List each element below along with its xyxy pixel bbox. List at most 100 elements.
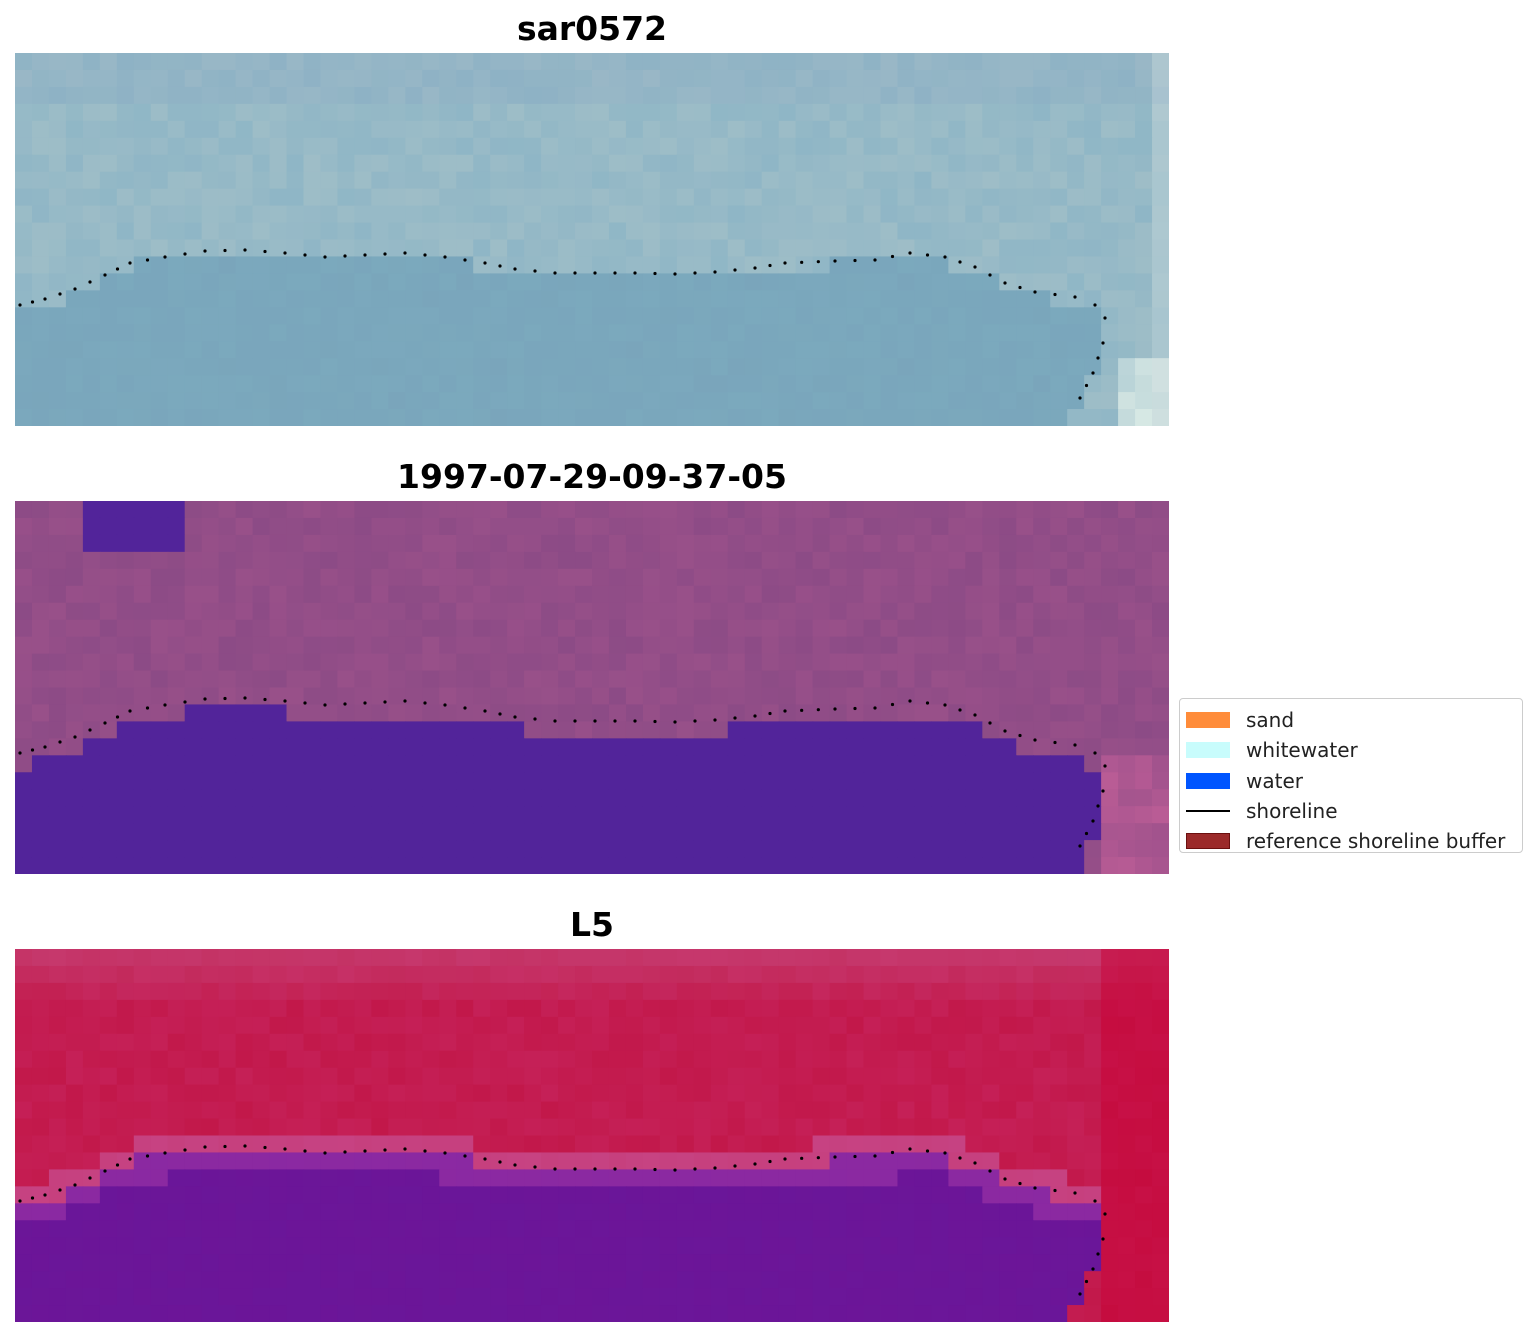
image-pixel [490, 1101, 508, 1120]
image-pixel [456, 290, 474, 308]
image-pixel [761, 273, 780, 291]
image-pixel [676, 949, 695, 967]
image-pixel [1101, 653, 1119, 672]
image-pixel [1067, 409, 1085, 426]
image-pixel [354, 375, 372, 393]
image-pixel [982, 86, 1000, 105]
image-pixel [829, 392, 848, 410]
image-pixel [642, 154, 661, 173]
image-pixel [167, 1220, 186, 1238]
classified-image [15, 501, 1169, 874]
image-pixel [337, 273, 356, 291]
image-pixel [1118, 290, 1136, 308]
image-pixel [218, 222, 237, 241]
image-pixel [1118, 1220, 1136, 1238]
image-pixel [184, 568, 203, 587]
image-pixel [948, 1101, 966, 1120]
image-pixel [422, 256, 440, 274]
image-pixel [184, 1152, 203, 1170]
image-pixel [1067, 501, 1085, 519]
image-pixel [1033, 1288, 1051, 1306]
image-pixel [286, 721, 305, 739]
image-pixel [914, 154, 933, 173]
image-pixel [880, 69, 899, 88]
image-pixel [625, 1118, 644, 1137]
image-pixel [15, 239, 33, 258]
image-pixel [82, 273, 101, 291]
image-pixel [320, 324, 339, 342]
image-pixel [31, 154, 50, 173]
image-pixel [812, 704, 831, 722]
image-pixel [999, 653, 1017, 672]
panel-1-shoreline-dot [593, 271, 597, 275]
image-pixel [218, 1152, 237, 1170]
image-pixel [48, 585, 67, 604]
image-pixel [235, 1118, 254, 1137]
image-pixel [1101, 551, 1119, 570]
image-pixel [184, 137, 203, 156]
image-pixel [439, 222, 457, 241]
image-pixel [303, 738, 322, 756]
image-pixel [337, 840, 356, 858]
image-pixel [914, 341, 933, 359]
image-pixel [15, 949, 33, 967]
image-pixel [371, 1237, 389, 1255]
image-pixel [965, 409, 983, 426]
image-pixel [201, 1237, 220, 1255]
image-pixel [1033, 69, 1051, 88]
panel-3-shoreline-dot [403, 1147, 407, 1151]
image-pixel [99, 154, 118, 173]
image-pixel [659, 120, 678, 139]
image-pixel [303, 1016, 322, 1035]
panel-2-shoreline-dot [263, 697, 267, 702]
image-pixel [931, 120, 949, 139]
image-pixel [1050, 738, 1068, 756]
panel-3-shoreline-dot [958, 1156, 962, 1160]
image-pixel [541, 1050, 559, 1069]
image-pixel [405, 1271, 423, 1289]
image-pixel [184, 1220, 203, 1238]
image-pixel [795, 840, 814, 858]
image-pixel [490, 53, 508, 71]
image-pixel [1101, 1305, 1119, 1322]
image-pixel [269, 341, 288, 359]
image-pixel [1016, 69, 1034, 88]
image-pixel [507, 290, 525, 308]
image-pixel [1016, 1152, 1034, 1170]
image-pixel [99, 409, 118, 426]
image-pixel [1016, 1186, 1034, 1204]
image-pixel [490, 585, 508, 604]
image-pixel [1135, 551, 1153, 570]
image-pixel [744, 358, 763, 376]
image-pixel [388, 154, 406, 173]
image-pixel [863, 965, 882, 984]
image-pixel [507, 1101, 525, 1120]
image-pixel [608, 1067, 627, 1086]
image-pixel [761, 789, 780, 807]
image-pixel [150, 704, 169, 722]
image-pixel [965, 619, 983, 638]
image-pixel [269, 222, 288, 241]
image-pixel [354, 1169, 372, 1187]
image-pixel [48, 137, 67, 156]
image-pixel [48, 1186, 67, 1204]
image-pixel [693, 823, 712, 841]
image-pixel [846, 1101, 865, 1120]
image-pixel [999, 534, 1017, 553]
panel-2-shoreline-dot [988, 721, 992, 725]
image-pixel [82, 517, 101, 536]
image-pixel [880, 188, 899, 207]
image-pixel [15, 738, 33, 756]
image-pixel [167, 619, 186, 638]
image-pixel [354, 704, 372, 722]
image-pixel [676, 602, 695, 621]
image-pixel [1016, 653, 1034, 672]
image-pixel [812, 1050, 831, 1069]
image-pixel [727, 1033, 746, 1052]
image-pixel [167, 1067, 186, 1086]
image-pixel [473, 1033, 491, 1052]
image-pixel [541, 273, 559, 291]
image-pixel [184, 551, 203, 570]
image-pixel [676, 840, 695, 858]
panel-2-shoreline-dot [203, 697, 207, 701]
